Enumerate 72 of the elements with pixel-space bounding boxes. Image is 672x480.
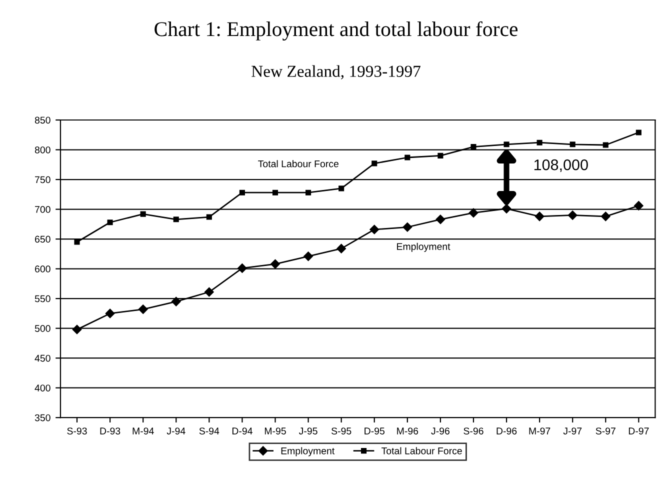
x-tick-label: D-95	[364, 428, 384, 434]
point	[568, 210, 578, 220]
x-tick-label: M-95	[264, 428, 286, 434]
point	[372, 160, 378, 166]
point	[140, 211, 146, 217]
x-tick-label: D-94	[232, 428, 252, 434]
point	[306, 190, 312, 196]
point	[138, 304, 148, 314]
point	[404, 154, 410, 160]
x-tick-label: S-96	[464, 428, 484, 434]
point	[502, 204, 512, 214]
annotation: Employment	[397, 242, 450, 252]
y-tick-label: 350	[34, 414, 50, 422]
point	[105, 308, 115, 318]
point	[238, 264, 247, 273]
y-tick-label: 800	[34, 146, 50, 154]
y-tick-label: 750	[35, 176, 50, 184]
x-tick-label: M-96	[397, 428, 418, 434]
y-tick-label: 500	[34, 325, 50, 332]
point	[304, 252, 313, 261]
point	[634, 201, 644, 210]
point	[402, 222, 412, 232]
point	[602, 142, 608, 148]
point	[504, 142, 510, 148]
x-tick-label: D-97	[628, 428, 649, 434]
y-tick-label: 650	[35, 236, 50, 243]
y-tick-label: 550	[34, 295, 50, 302]
point	[438, 152, 444, 158]
point	[173, 216, 179, 222]
point	[536, 140, 542, 146]
x-tick-label: S-95	[331, 428, 352, 434]
point	[601, 212, 610, 222]
annotation: 108,000	[534, 159, 588, 172]
point	[107, 220, 113, 226]
y-tick-label: 700	[35, 206, 50, 213]
annotation: Total Labour Force	[258, 160, 338, 168]
point	[636, 130, 642, 136]
point	[239, 190, 245, 196]
point	[570, 142, 576, 148]
y-tick-label: 400	[34, 384, 50, 392]
point	[72, 324, 82, 334]
point	[336, 244, 346, 254]
x-tick-label: J-94	[166, 428, 186, 434]
x-tick-label: J-95	[298, 428, 318, 434]
point	[436, 214, 446, 224]
chart-subtitle: New Zealand, 1993-1997	[252, 65, 420, 80]
point	[74, 239, 80, 245]
point	[204, 287, 214, 297]
point	[470, 144, 476, 150]
x-tick-label: S-97	[596, 428, 616, 434]
legend-label: Employment	[281, 447, 335, 456]
point	[370, 224, 379, 234]
x-tick-label: S-93	[67, 428, 87, 434]
point	[534, 212, 544, 222]
chart-title: Chart 1: Employment and total labour force	[154, 21, 518, 40]
x-tick-label: M-94	[132, 428, 154, 434]
legend-label: Total Labour Force	[381, 447, 462, 454]
x-tick-label: J-97	[563, 428, 582, 434]
point	[468, 208, 478, 218]
point	[272, 190, 278, 196]
point	[338, 186, 344, 192]
point	[270, 259, 280, 269]
x-tick-label: M-97	[529, 428, 550, 434]
x-tick-label: J-96	[431, 428, 450, 434]
point	[206, 214, 212, 220]
x-tick-label: S-94	[199, 428, 220, 434]
y-tick-label: 850	[34, 116, 50, 124]
y-tick-label: 600	[35, 266, 50, 272]
y-tick-label: 450	[34, 354, 50, 362]
x-tick-label: D-93	[100, 428, 120, 434]
x-tick-label: D-96	[496, 428, 517, 434]
point	[171, 296, 181, 306]
